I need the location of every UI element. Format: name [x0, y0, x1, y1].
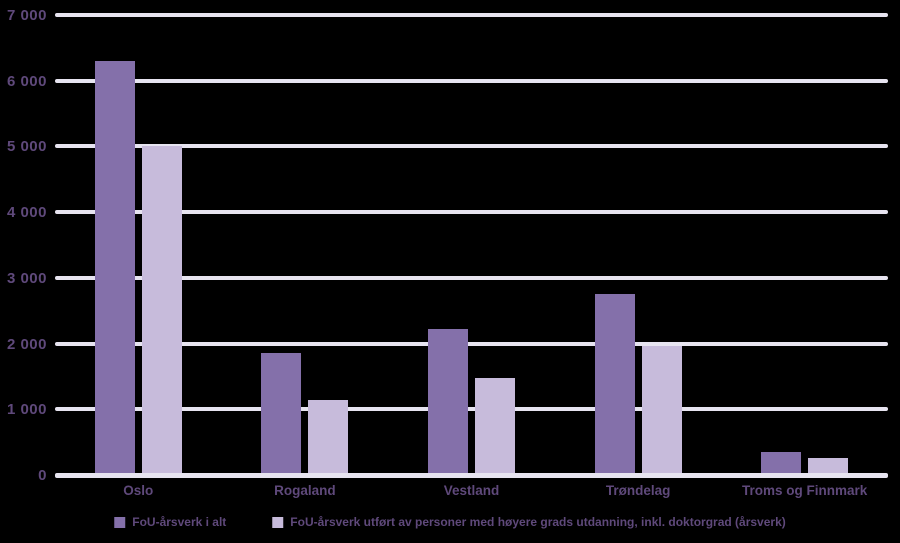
bar-higher-ed-tr-ndelag: [641, 345, 682, 475]
bar-higher-ed-troms-og-finnmark: [808, 457, 849, 475]
y-axis-tick-label: 6 000: [6, 72, 47, 90]
gridline: [55, 13, 888, 17]
x-axis-category-label: Rogaland: [274, 483, 336, 498]
legend-label: FoU-årsverk utført av personer med høyer…: [290, 515, 786, 529]
legend-swatch-icon: [114, 516, 126, 528]
y-axis-tick-label: 0: [38, 467, 47, 484]
gridline: [55, 144, 888, 149]
legend-swatch-icon: [272, 516, 284, 528]
x-axis-line: [55, 473, 888, 478]
y-axis-tick-label: 7 000: [6, 7, 47, 24]
gridline: [55, 210, 888, 215]
gridline: [55, 407, 888, 412]
bar-total-tr-ndelag: [594, 294, 635, 475]
gridline: [55, 341, 888, 346]
x-axis-category-label: Vestland: [443, 483, 500, 498]
gridline: [55, 78, 888, 83]
legend-label: FoU-årsverk i alt: [132, 515, 227, 529]
bar-higher-ed-vestland: [475, 377, 515, 475]
legend-item-higher-ed: FoU-årsverk utført av personer med høyer…: [272, 515, 786, 529]
x-axis-category-label: Trøndelag: [605, 483, 671, 498]
chart-legend: FoU-årsverk i alt FoU-årsverk utført av p…: [114, 516, 786, 528]
gridline: [55, 275, 888, 280]
y-axis-tick-label: 3 000: [6, 269, 47, 287]
legend-item-total: FoU-årsverk i alt: [114, 516, 226, 528]
bar-total-troms-og-finnmark: [761, 452, 802, 475]
bar-higher-ed-rogaland: [308, 400, 349, 475]
bar-total-oslo: [94, 61, 135, 475]
x-axis-category-label: Troms og Finnmark: [742, 483, 868, 498]
x-axis-category-label: Oslo: [123, 483, 154, 498]
y-axis-tick-label: 4 000: [6, 204, 47, 222]
y-axis-tick-label: 5 000: [6, 138, 47, 156]
bar-higher-ed-oslo: [141, 146, 182, 475]
bar-total-rogaland: [261, 352, 302, 475]
y-axis-tick-label: 2 000: [6, 335, 47, 353]
bar-total-vestland: [428, 329, 468, 475]
y-axis-tick-label: 1 000: [6, 401, 47, 419]
